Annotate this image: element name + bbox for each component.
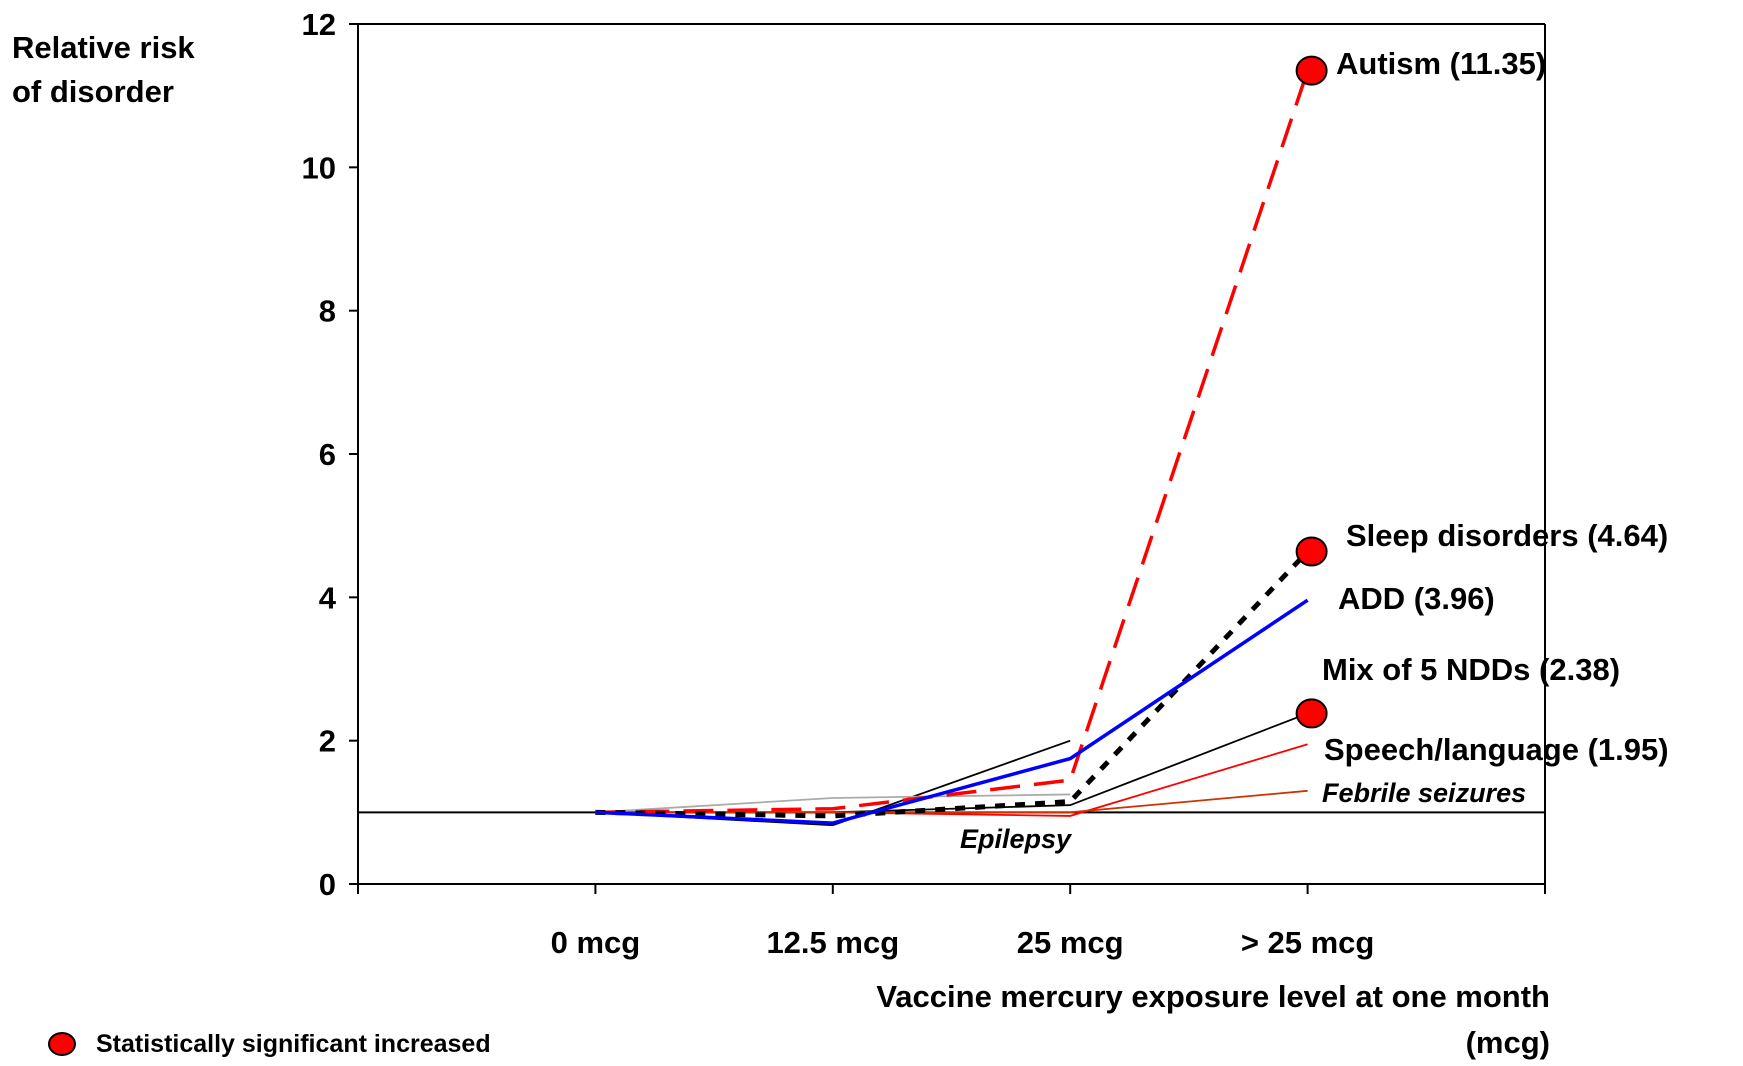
y-tick-label-2: 2 bbox=[319, 724, 336, 759]
significance-marker-mix-of-5-ndds-2-38 bbox=[1295, 698, 1328, 729]
series-line-unlabeled-7 bbox=[595, 793, 1071, 814]
series-label-mix-of-5-ndds-2-38: Mix of 5 NDDs (2.38) bbox=[1322, 652, 1620, 687]
y-tick-label-6: 6 bbox=[319, 437, 336, 472]
series-line-autism-11-35 bbox=[595, 70, 1310, 815]
y-axis-title-line-2: of disorder bbox=[12, 74, 174, 109]
series-line-febrile-seizures bbox=[595, 789, 1308, 814]
y-axis-title-line-1: Relative risk bbox=[12, 30, 195, 65]
legend-label: Statistically significant increased bbox=[96, 1029, 491, 1058]
series-label-add-3-96: ADD (3.96) bbox=[1338, 581, 1495, 616]
legend: Statistically significant increased bbox=[48, 1024, 491, 1064]
series-line-sleep-disorders-4-64 bbox=[595, 549, 1310, 819]
y-tick-label-4: 4 bbox=[319, 580, 337, 615]
y-tick-label-0: 0 bbox=[319, 867, 336, 902]
y-axis-title: Relative risk of disorder bbox=[12, 26, 195, 114]
series-label-sleep-disorders-4-64: Sleep disorders (4.64) bbox=[1346, 518, 1668, 553]
significance-marker-icon bbox=[48, 1032, 76, 1056]
x-axis-title: Vaccine mercury exposure level at one mo… bbox=[700, 974, 1550, 1066]
x-tick-label-25-mcg: > 25 mcg bbox=[1241, 925, 1375, 960]
significance-marker-sleep-disorders-4-64 bbox=[1295, 536, 1328, 567]
x-axis-title-line-1: Vaccine mercury exposure level at one mo… bbox=[876, 979, 1550, 1014]
x-tick-label-25-mcg: 25 mcg bbox=[1017, 925, 1124, 960]
series-line-mix-of-5-ndds-2-38 bbox=[595, 712, 1308, 814]
x-tick-label-12-5-mcg: 12.5 mcg bbox=[766, 925, 899, 960]
y-tick-label-10: 10 bbox=[302, 150, 336, 185]
series-label-autism-11-35: Autism (11.35) bbox=[1336, 46, 1546, 81]
x-tick-label-0-mcg: 0 mcg bbox=[551, 925, 641, 960]
series-label-epilepsy: Epilepsy bbox=[960, 824, 1073, 854]
y-tick-label-8: 8 bbox=[319, 294, 336, 329]
series-label-speech-language-1-95: Speech/language (1.95) bbox=[1324, 732, 1669, 767]
series-label-febrile-seizures: Febrile seizures bbox=[1322, 778, 1526, 808]
series-line-add-3-96 bbox=[595, 598, 1309, 825]
x-axis-title-line-2: (mcg) bbox=[1465, 1025, 1550, 1060]
significance-marker-autism-11-35 bbox=[1295, 55, 1328, 86]
y-tick-label-12: 12 bbox=[302, 7, 336, 42]
